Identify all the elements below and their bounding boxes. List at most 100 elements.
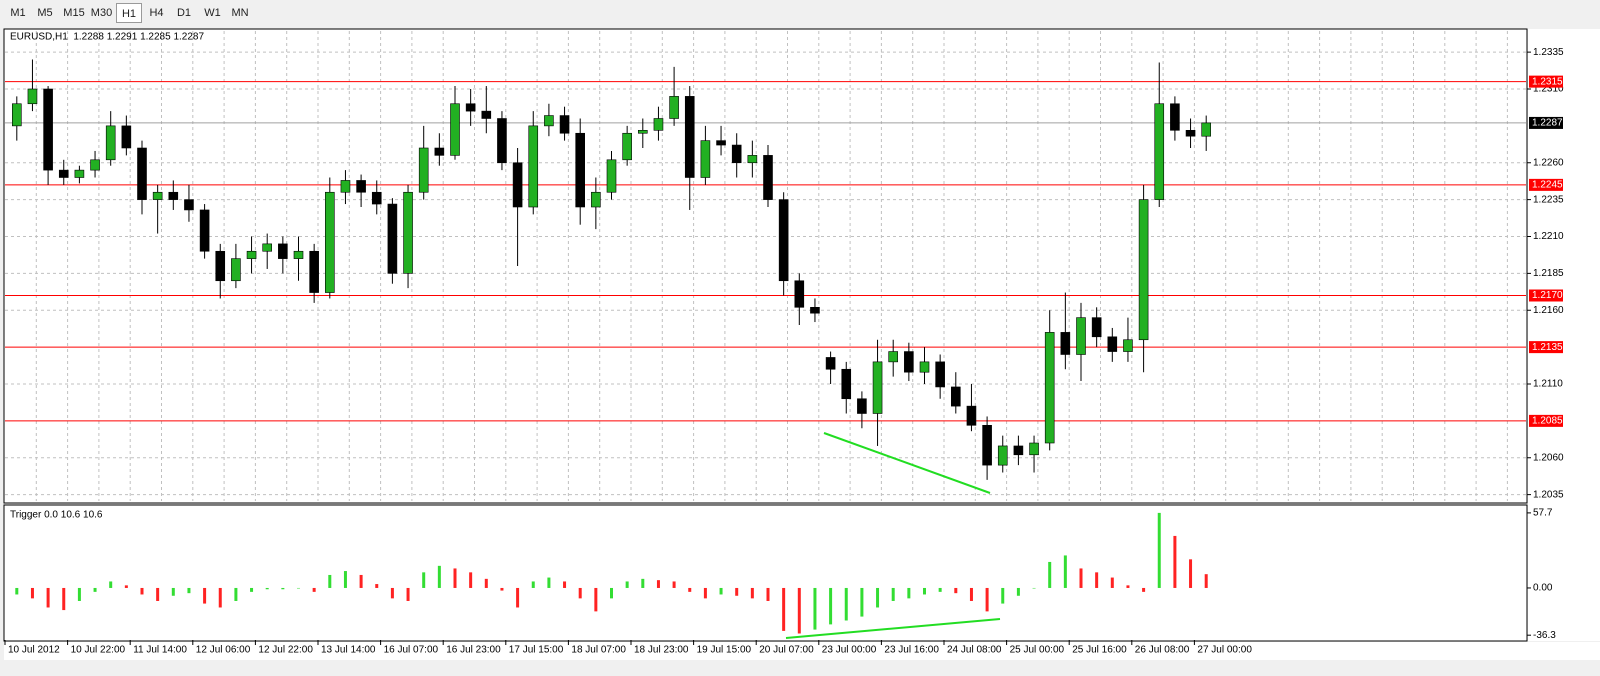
histogram-bar <box>1079 568 1083 588</box>
indicator-panel <box>3 504 1528 642</box>
y-tick-label: 1.2110 <box>1533 379 1563 390</box>
candle-body <box>1060 332 1071 355</box>
candle-body <box>340 180 351 193</box>
candle-body <box>653 118 664 131</box>
timeframe-button[interactable]: M1 <box>10 7 26 19</box>
histogram-bar <box>610 587 613 599</box>
timeframe-toolbar: M1 M5 M15 M30 H1 H4 D1 W1 MN <box>0 0 1600 27</box>
x-tick-label: 25 Jul 00:00 <box>1010 645 1065 656</box>
histogram-bar <box>703 587 707 599</box>
y-tick-label: 1.2185 <box>1533 268 1564 279</box>
timeframe-button[interactable]: H4 <box>149 7 164 19</box>
histogram-bar <box>1173 535 1177 588</box>
x-tick-label: 25 Jul 16:00 <box>1072 645 1127 656</box>
y-tick-label: 1.2160 <box>1533 305 1564 316</box>
histogram-bar <box>218 587 222 608</box>
candle-body <box>1123 339 1133 352</box>
indicator-title: Trigger 0.0 10.6 10.6 <box>10 510 103 521</box>
x-tick-label: 19 Jul 15:00 <box>697 645 752 656</box>
histogram-bar <box>156 587 160 601</box>
timeframe-button[interactable]: M15 <box>63 7 85 19</box>
histogram-bar <box>312 587 316 592</box>
timeframe-button[interactable]: MN <box>231 7 249 19</box>
candle-body <box>950 386 961 407</box>
chart-window: 1.2335 1.2310 1.2260 1.2235 1.2210 1.2185 1.21… <box>0 26 1600 676</box>
histogram-bar <box>891 587 895 601</box>
timeframe-button[interactable]: M5 <box>37 7 53 19</box>
x-tick-label: 17 Jul 15:00 <box>509 645 564 656</box>
histogram-bar <box>656 580 660 588</box>
histogram-bar <box>844 587 848 621</box>
histogram-bar <box>437 565 441 588</box>
level-label: 1.2135 <box>1532 342 1563 353</box>
histogram-bar <box>860 587 864 617</box>
candle-body <box>105 125 116 161</box>
candle-body <box>1044 332 1055 444</box>
histogram-bar <box>30 587 34 599</box>
timeframe-button[interactable]: M30 <box>90 7 113 19</box>
histogram-bar <box>203 587 207 604</box>
time-axis <box>4 642 1600 660</box>
timeframe-button[interactable]: W1 <box>204 7 221 19</box>
histogram-bar <box>46 587 50 608</box>
histogram-bar <box>782 587 786 631</box>
level-tag <box>1529 75 1563 88</box>
candle-body <box>888 351 899 363</box>
histogram-bar <box>93 587 97 592</box>
histogram-bar <box>1032 587 1036 589</box>
histogram-bar <box>171 587 175 596</box>
histogram-bar <box>813 587 817 630</box>
histogram-bar <box>531 581 535 588</box>
candle-body <box>544 115 554 127</box>
histogram-bar <box>688 587 692 592</box>
timeframe-button[interactable]: H1 <box>116 3 142 23</box>
candle-body <box>497 118 507 164</box>
histogram-bar <box>547 577 551 588</box>
candle-body <box>465 103 476 112</box>
candle-body <box>700 140 711 178</box>
histogram-bar <box>923 587 926 595</box>
candle-body <box>434 147 445 156</box>
candle-body <box>1076 317 1086 355</box>
histogram-bar <box>1157 512 1161 588</box>
histogram-bar <box>77 587 81 601</box>
last-price-label: 1.2287 <box>1532 118 1563 129</box>
x-tick-label: 10 Jul 22:00 <box>71 645 126 656</box>
x-tick-label: 13 Jul 14:00 <box>321 645 376 656</box>
histogram-bar <box>1126 585 1130 588</box>
candle-body <box>1201 122 1211 137</box>
histogram-bar <box>484 578 488 588</box>
y-tick-label: 1.2235 <box>1533 194 1564 205</box>
histogram-bar <box>109 581 113 588</box>
candle-body <box>309 250 319 293</box>
candle-body <box>919 361 930 373</box>
candle-body <box>528 125 539 208</box>
histogram-bar <box>969 587 973 601</box>
x-tick-label: 12 Jul 06:00 <box>196 645 251 656</box>
histogram-bar <box>62 587 66 611</box>
x-tick-label: 11 Jul 14:00 <box>133 645 187 656</box>
candle-body <box>356 180 366 193</box>
histogram-bar <box>297 587 300 589</box>
plot-layer: 1.2335 1.2310 1.2260 1.2235 1.2210 1.2185 1.21… <box>4 31 1564 656</box>
y-tick-label: 1.2060 <box>1533 452 1564 463</box>
candle-body <box>152 191 163 200</box>
histogram-bar <box>422 572 426 588</box>
candle-body <box>215 250 226 282</box>
histogram-bar <box>1142 587 1146 592</box>
histogram-bar <box>954 587 958 594</box>
candle-body <box>231 258 241 282</box>
candle-body <box>168 191 179 200</box>
x-tick-label: 10 Jul 2012 <box>8 645 60 656</box>
histogram-bar <box>641 578 645 588</box>
x-tick-label: 18 Jul 07:00 <box>571 645 626 656</box>
histogram-bar <box>1016 587 1020 596</box>
candle-body <box>137 147 147 200</box>
level-label: 1.2245 <box>1532 180 1563 191</box>
candle-body <box>1013 445 1024 456</box>
histogram-bar <box>281 587 285 590</box>
candle-body <box>1091 317 1102 338</box>
level-label: 1.2170 <box>1532 290 1563 301</box>
timeframe-button[interactable]: D1 <box>176 7 192 19</box>
histogram-bar <box>578 587 582 599</box>
